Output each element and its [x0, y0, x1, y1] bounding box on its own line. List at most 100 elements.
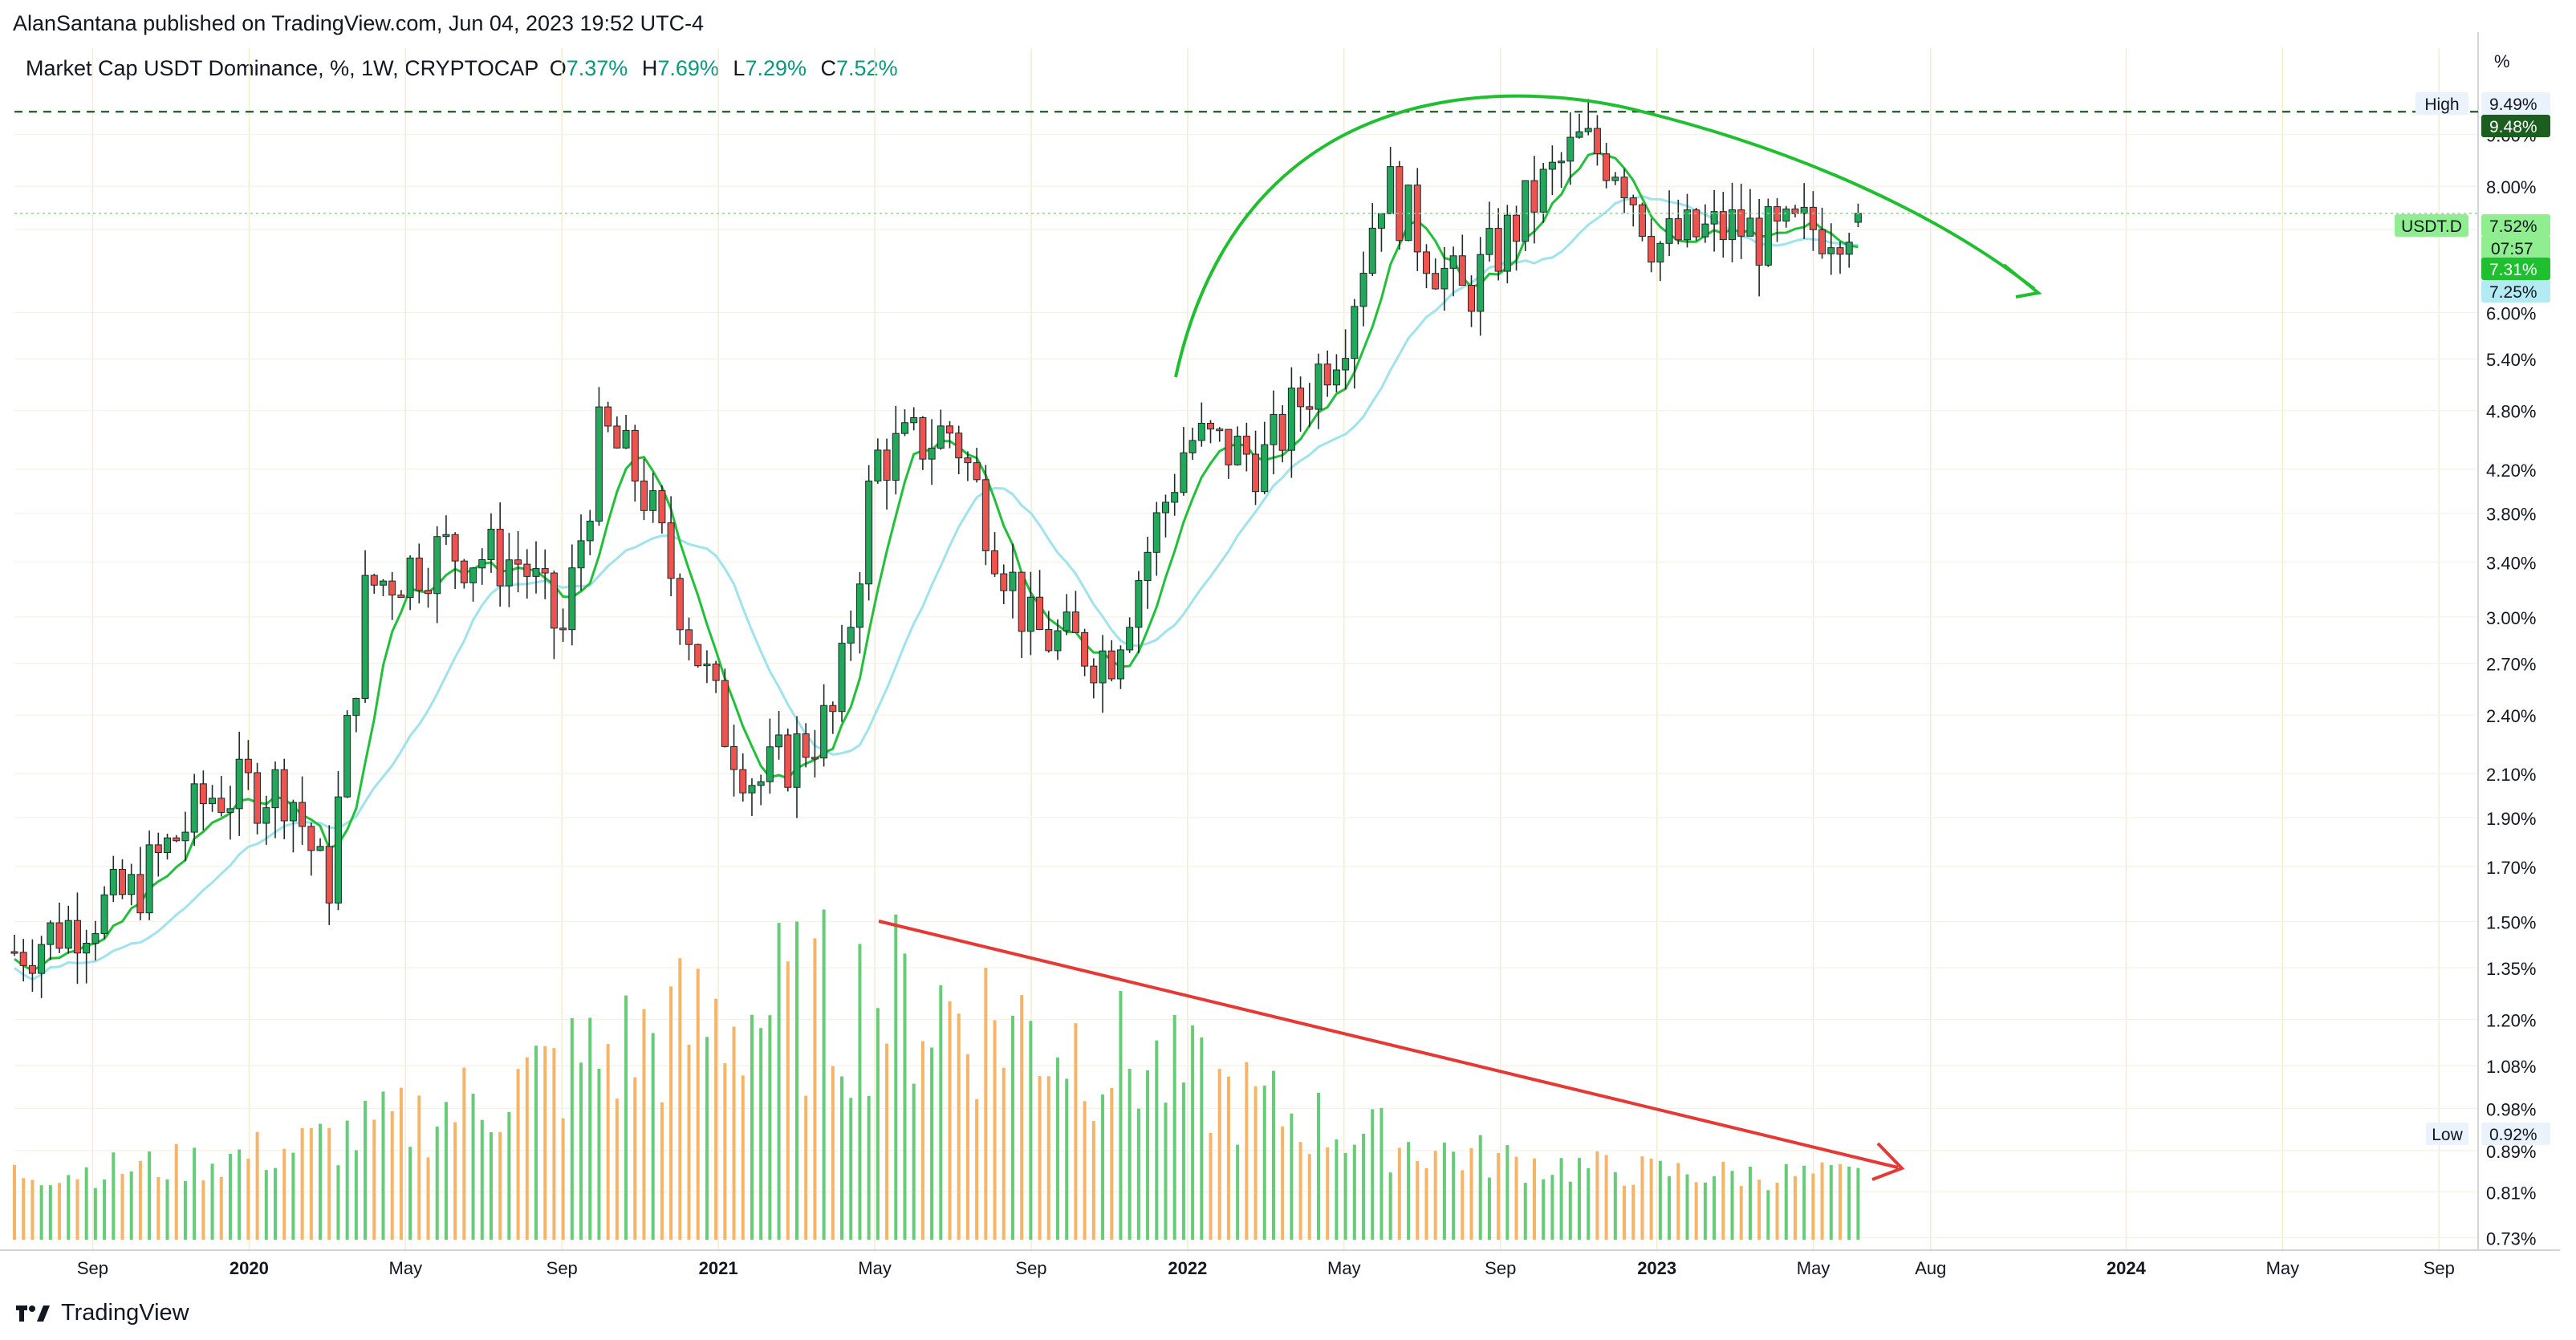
price-candle	[937, 425, 945, 449]
volume-bar	[831, 1066, 835, 1240]
volume-bar	[1685, 1174, 1689, 1240]
volume-bar	[624, 995, 628, 1240]
price-candle	[505, 559, 513, 587]
y-tick-label: 2.40%	[2486, 706, 2536, 726]
volume-bar	[1200, 1037, 1204, 1240]
price-candle	[118, 868, 126, 895]
price-candle	[100, 894, 108, 935]
volume-bar	[1253, 1086, 1258, 1240]
y-tick-label: 3.80%	[2486, 505, 2536, 525]
volume-bar	[1424, 1167, 1428, 1240]
price-candle	[1242, 436, 1250, 455]
price-candle	[1692, 209, 1700, 238]
price-candle	[496, 529, 504, 587]
price-candle	[1764, 206, 1772, 266]
price-candle	[955, 432, 963, 459]
volume-bar	[183, 1180, 187, 1240]
low-value: 7.29%	[745, 56, 807, 80]
footer-brand-text: TradingView	[61, 1300, 189, 1326]
price-candle	[1539, 169, 1547, 213]
price-candle	[64, 920, 72, 949]
volume-bar	[1416, 1160, 1420, 1240]
price-candle	[685, 629, 693, 645]
price-candle	[1404, 185, 1412, 242]
volume-bar	[1532, 1158, 1536, 1240]
volume-bar	[597, 1069, 601, 1240]
volume-bar	[39, 1185, 43, 1240]
price-candle	[1791, 208, 1799, 214]
price-candle	[361, 575, 369, 699]
volume-bar	[1649, 1158, 1653, 1240]
price-candle	[811, 757, 819, 760]
price-candle	[1323, 363, 1331, 386]
price-candle	[1854, 213, 1862, 223]
price-candle	[1701, 223, 1709, 238]
last-price-marker-value: 7.52%	[2489, 217, 2537, 236]
price-candle	[739, 769, 747, 794]
price-candle	[199, 783, 207, 805]
high-value: 7.69%	[657, 56, 719, 80]
price-candle	[1638, 204, 1646, 238]
price-candle	[1278, 413, 1286, 451]
y-tick-label: 0.73%	[2486, 1228, 2536, 1249]
price-candle	[262, 807, 270, 824]
price-candle	[164, 837, 172, 854]
tradingview-logo-icon	[16, 1305, 50, 1322]
volume-bar	[1631, 1184, 1635, 1240]
price-candle	[613, 425, 621, 449]
volume-bar	[238, 1149, 242, 1240]
volume-bar	[867, 1096, 871, 1240]
volume-bar	[1010, 1015, 1014, 1240]
price-candle	[1648, 236, 1656, 263]
volume-bar	[804, 1095, 808, 1240]
price-candle	[1575, 131, 1583, 138]
price-candle	[1422, 251, 1430, 274]
volume-bar	[1271, 1070, 1275, 1240]
price-candle	[892, 432, 900, 481]
volume-bar	[1757, 1180, 1761, 1240]
price-candle	[1746, 217, 1754, 237]
volume-bar	[1217, 1069, 1221, 1240]
ma-fast-marker-value: 7.31%	[2489, 261, 2537, 279]
low-marker-label: Low	[2432, 1126, 2463, 1144]
volume-bar	[471, 1094, 475, 1240]
countdown-box	[2481, 237, 2550, 259]
x-tick-label: 2023	[1637, 1258, 1676, 1278]
price-candle	[1683, 209, 1691, 241]
volume-bar	[84, 1167, 88, 1240]
volume-bar	[1640, 1156, 1644, 1240]
price-candle	[460, 560, 468, 583]
volume-bar	[1226, 1076, 1230, 1240]
price-candle	[595, 406, 603, 522]
price-candle	[154, 844, 162, 854]
volume-bar	[993, 1020, 997, 1240]
price-candle	[1737, 209, 1745, 237]
volume-bar	[1514, 1156, 1518, 1240]
volume-bar	[1245, 1062, 1249, 1240]
volume-bar	[588, 1017, 592, 1240]
price-candle	[550, 572, 558, 629]
price-candle	[1827, 247, 1835, 254]
volume-bar	[435, 1127, 439, 1240]
price-candle	[802, 733, 810, 758]
low-label: L	[733, 56, 746, 80]
volume-bar	[1181, 1082, 1185, 1240]
price-candle	[190, 783, 198, 833]
price-candle	[217, 798, 226, 813]
price-candle	[1306, 406, 1314, 410]
volume-bar	[1433, 1151, 1437, 1240]
volume-bar	[1119, 990, 1123, 1240]
volume-bar	[372, 1119, 376, 1240]
volume-bar	[687, 1044, 691, 1240]
price-candle	[478, 558, 486, 569]
price-candle	[1432, 273, 1440, 290]
volume-bar	[705, 1037, 709, 1240]
volume-bar	[1074, 1023, 1078, 1240]
x-tick-label: Sep	[1485, 1258, 1516, 1278]
price-candle	[73, 920, 81, 954]
symbol-legend[interactable]: Market Cap USDT Dominance, %, 1W, CRYPTO…	[26, 56, 898, 81]
volume-bar	[1775, 1182, 1779, 1240]
volume-bar	[75, 1179, 79, 1240]
volume-bar	[813, 938, 817, 1240]
